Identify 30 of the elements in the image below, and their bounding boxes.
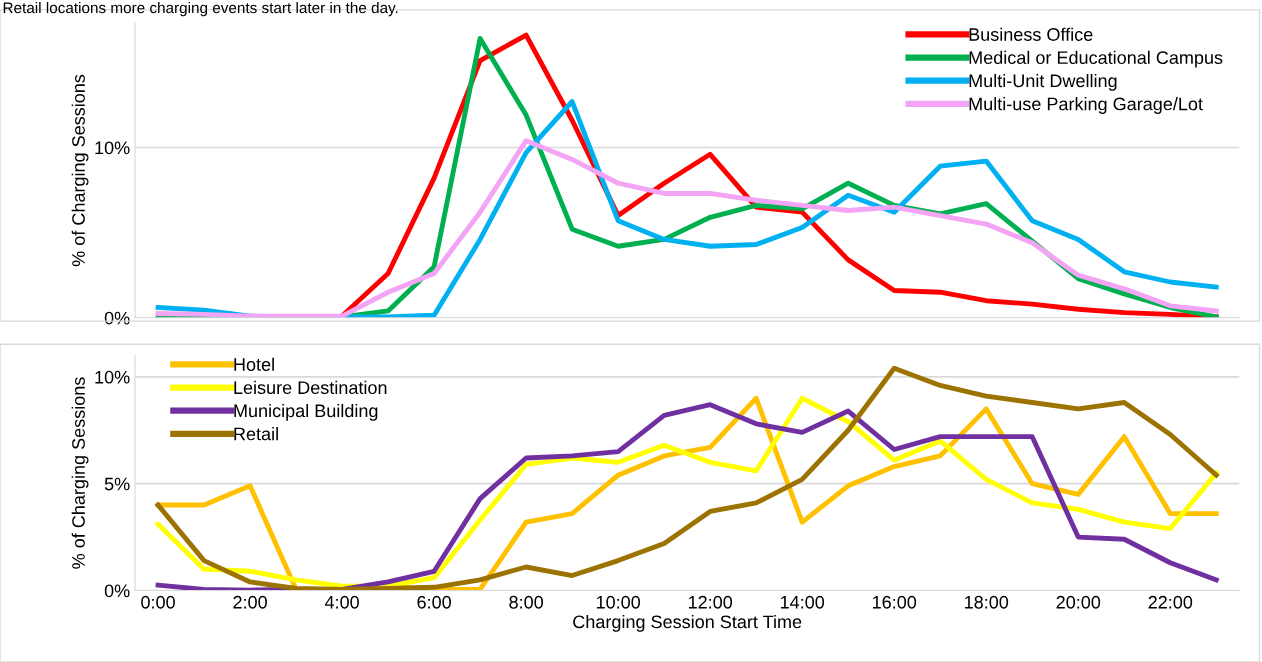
x-tick-label: 6:00 [417,595,451,609]
chart-title: Retail locations more charging events start later in the day. [3,1,398,17]
legend-label: Hotel [234,357,274,371]
y-axis-title: % of Charging Sessions [71,377,89,569]
x-tick-label: 2:00 [233,595,267,609]
legend-label: Multi-use Parking Garage/Lot [969,97,1203,114]
line-series [155,138,1219,318]
x-tick-label: 0:00 [141,595,175,609]
y-tick-label: 10% [95,141,130,155]
legend-label: Multi-Unit Dwelling [969,73,1117,91]
x-tick-label: 8:00 [509,595,543,609]
x-tick-label: 20:00 [1056,595,1101,609]
legend-label: Business Office [969,27,1093,41]
legend-label: Retail [234,427,278,441]
x-tick-label: 12:00 [688,595,733,609]
legend-label: Leisure Destination [234,380,387,395]
x-axis-title: Charging Session Start Time [573,614,802,632]
x-tick-label: 22:00 [1148,595,1193,609]
x-tick-label: 4:00 [324,595,359,609]
legend-label: Medical or Educational Campus [969,50,1223,68]
y-tick-label: 0% [104,311,130,325]
x-tick-label: 18:00 [965,595,1009,609]
y-tick-label: 5% [104,477,130,491]
y-tick-label: 10% [95,370,130,384]
x-tick-label: 10:00 [596,595,641,609]
x-tick-label: 14:00 [780,595,825,609]
legend-label: Municipal Building [234,403,378,421]
y-tick-label: 0% [104,584,130,598]
y-axis-title: % of Charging Sessions [71,74,89,267]
x-tick-label: 16:00 [872,595,917,609]
